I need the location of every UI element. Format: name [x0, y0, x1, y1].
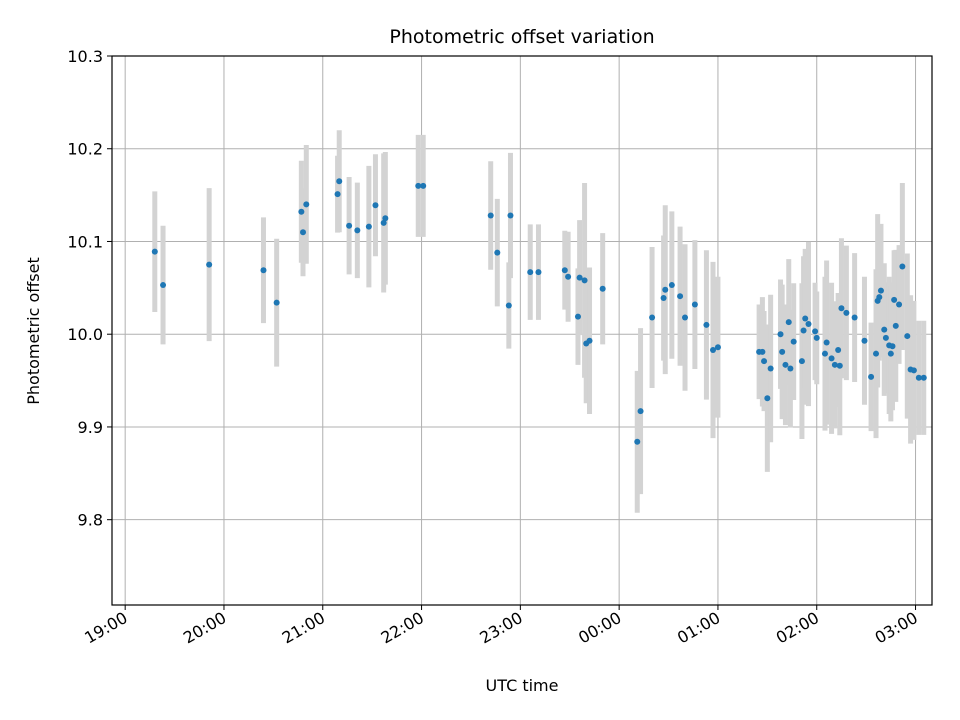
- data-point: [420, 182, 427, 189]
- y-tick-label: 9.9: [78, 418, 103, 437]
- data-point: [714, 344, 721, 351]
- data-points: [151, 178, 927, 445]
- data-point: [668, 282, 675, 289]
- data-point: [851, 314, 858, 321]
- data-point: [777, 331, 784, 338]
- data-point: [662, 286, 669, 293]
- data-point: [798, 358, 805, 365]
- data-point: [710, 346, 717, 353]
- data-point: [634, 438, 641, 445]
- data-point: [889, 343, 896, 350]
- data-point: [876, 294, 883, 301]
- data-point: [882, 334, 889, 341]
- data-point: [382, 215, 389, 222]
- data-point: [494, 249, 501, 256]
- data-point: [873, 350, 880, 357]
- data-point: [831, 361, 838, 368]
- data-point: [887, 350, 894, 357]
- data-point: [303, 201, 310, 208]
- data-point: [881, 326, 888, 333]
- data-point: [487, 212, 494, 219]
- data-point: [677, 293, 684, 300]
- data-point: [586, 337, 593, 344]
- data-point: [703, 321, 710, 328]
- data-point: [599, 285, 606, 292]
- data-point: [899, 263, 906, 270]
- x-axis-label: UTC time: [486, 676, 559, 695]
- y-axis-ticks: 9.8 9.9 10.0 10.1 10.2 10.3: [67, 47, 112, 530]
- data-point: [767, 365, 774, 372]
- data-point: [565, 273, 572, 280]
- data-point: [812, 328, 819, 335]
- data-point: [535, 269, 542, 276]
- data-point: [910, 367, 917, 374]
- data-point: [920, 374, 927, 381]
- data-point: [896, 301, 903, 308]
- data-point: [836, 362, 843, 369]
- y-tick-label: 10.0: [67, 325, 103, 344]
- data-point: [787, 365, 794, 372]
- data-point: [354, 227, 361, 234]
- data-point: [759, 348, 766, 355]
- data-point: [682, 314, 689, 321]
- data-point: [823, 339, 830, 346]
- data-point: [576, 274, 583, 281]
- data-point: [691, 301, 698, 308]
- data-point: [505, 302, 512, 309]
- y-tick-label: 10.3: [67, 47, 103, 66]
- data-point: [581, 277, 588, 284]
- data-point: [904, 333, 911, 340]
- data-point: [800, 327, 807, 334]
- data-point: [298, 208, 305, 215]
- data-point: [372, 202, 379, 209]
- data-point: [779, 348, 786, 355]
- data-point: [838, 305, 845, 312]
- y-axis-label: Photometric offset: [24, 257, 43, 405]
- data-point: [527, 269, 534, 276]
- data-point: [843, 309, 850, 316]
- data-point: [507, 212, 514, 219]
- data-point: [660, 295, 667, 302]
- data-point: [790, 338, 797, 345]
- data-point: [915, 374, 922, 381]
- data-point: [365, 223, 372, 230]
- data-point: [151, 248, 158, 255]
- data-point: [160, 282, 167, 289]
- data-point: [821, 350, 828, 357]
- data-point: [764, 395, 771, 402]
- data-point: [891, 296, 898, 303]
- data-point: [761, 358, 768, 365]
- data-point: [868, 373, 875, 380]
- data-point: [346, 222, 353, 229]
- data-point: [861, 337, 868, 344]
- data-point: [300, 229, 307, 236]
- plot-frame: [111, 55, 933, 606]
- y-tick-label: 10.2: [67, 140, 103, 159]
- data-point: [649, 314, 656, 321]
- data-point: [782, 361, 789, 368]
- data-point: [561, 267, 568, 274]
- data-point: [415, 182, 422, 189]
- chart-title: Photometric offset variation: [389, 26, 654, 48]
- data-point: [785, 319, 792, 326]
- data-point: [877, 287, 884, 294]
- data-point: [637, 408, 644, 415]
- data-point: [802, 315, 809, 322]
- data-point: [380, 219, 387, 226]
- data-point: [813, 334, 820, 341]
- data-point: [805, 321, 812, 328]
- data-point: [260, 267, 267, 274]
- data-point: [828, 355, 835, 362]
- y-tick-label: 9.8: [78, 511, 103, 530]
- data-point: [334, 191, 341, 198]
- y-tick-label: 10.1: [67, 232, 103, 251]
- data-point: [892, 322, 899, 329]
- data-point: [206, 261, 213, 268]
- data-point: [835, 346, 842, 353]
- data-point: [574, 313, 581, 320]
- data-point: [273, 299, 280, 306]
- data-point: [336, 178, 343, 185]
